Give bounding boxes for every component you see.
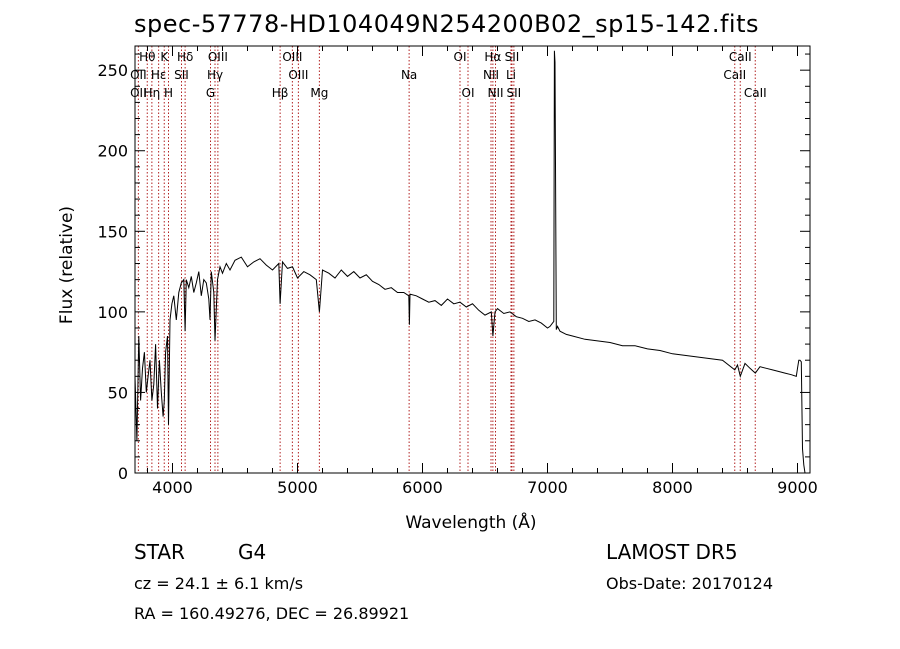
- spectral-line-label: Hδ: [177, 50, 193, 64]
- y-tick-label: 0: [118, 464, 128, 483]
- spectral-line-label: Hβ: [272, 86, 289, 100]
- x-axis-label: Wavelength (Å): [405, 511, 536, 533]
- chart-title: spec-57778-HD104049N254200B02_sp15-142.f…: [134, 10, 759, 38]
- spectral-line-label: Li: [506, 68, 516, 82]
- x-tick-label: 4000: [152, 478, 193, 497]
- spectral-line-label: CaII: [723, 68, 746, 82]
- x-tick-label: 6000: [402, 478, 443, 497]
- spectral-line-markers: [137, 46, 756, 473]
- spectral-line-label: Hθ: [139, 50, 155, 64]
- x-tick-label: 8000: [652, 478, 693, 497]
- y-tick-label: 250: [97, 61, 128, 80]
- spectral-line-label: Hη: [144, 86, 161, 100]
- spectral-line-label: OII: [130, 86, 147, 100]
- x-tick-label: 9000: [777, 478, 818, 497]
- spectral-line-label: H: [164, 86, 173, 100]
- y-axis-label: Flux (relative): [57, 206, 77, 324]
- y-axis-ticks: 0 50 100 150 200 250: [97, 53, 810, 483]
- spectral-line-label: OIII: [208, 50, 228, 64]
- survey-name: LAMOST DR5: [606, 540, 738, 564]
- spectral-line-label: OI: [462, 86, 475, 100]
- obs-date: Obs-Date: 20170124: [606, 574, 774, 593]
- spectral-line-label: OI: [454, 50, 467, 64]
- spectral-line-label: NII: [483, 68, 499, 82]
- y-tick-label: 100: [97, 303, 128, 322]
- spectral-line-label: Na: [401, 68, 417, 82]
- spectral-line-label: G: [206, 86, 215, 100]
- spectral-line-label: NII: [487, 86, 503, 100]
- y-tick-label: 150: [97, 222, 128, 241]
- object-class: STAR: [134, 540, 185, 564]
- spectral-line-label: Hα: [484, 50, 501, 64]
- spectral-line-label: OIII: [282, 50, 302, 64]
- y-tick-label: 50: [108, 383, 128, 402]
- spectral-line-label: SII: [507, 86, 522, 100]
- x-axis-ticks: 4000 5000 6000 7000 8000 9000: [147, 46, 818, 497]
- x-tick-label: 7000: [527, 478, 568, 497]
- spectrum-series-line: [134, 50, 806, 474]
- object-subclass: G4: [238, 540, 267, 564]
- spectral-line-label: CaII: [729, 50, 752, 64]
- spectral-line-label: SII: [174, 68, 189, 82]
- spectral-line-label: Hε: [151, 68, 167, 82]
- x-tick-label: 5000: [277, 478, 318, 497]
- coordinates: RA = 160.49276, DEC = 26.89921: [134, 604, 410, 623]
- spectral-line-label: K: [160, 50, 169, 64]
- y-tick-label: 200: [97, 142, 128, 161]
- spectral-line-label: OIII: [288, 68, 308, 82]
- spectral-line-label: CaII: [744, 86, 767, 100]
- redshift-value: cz = 24.1 ± 6.1 km/s: [134, 574, 304, 593]
- spectral-line-label: Mg: [310, 86, 328, 100]
- spectral-line-label: OII: [130, 68, 147, 82]
- spectral-line-label: Hγ: [207, 68, 223, 82]
- spectral-line-label: SII: [505, 50, 520, 64]
